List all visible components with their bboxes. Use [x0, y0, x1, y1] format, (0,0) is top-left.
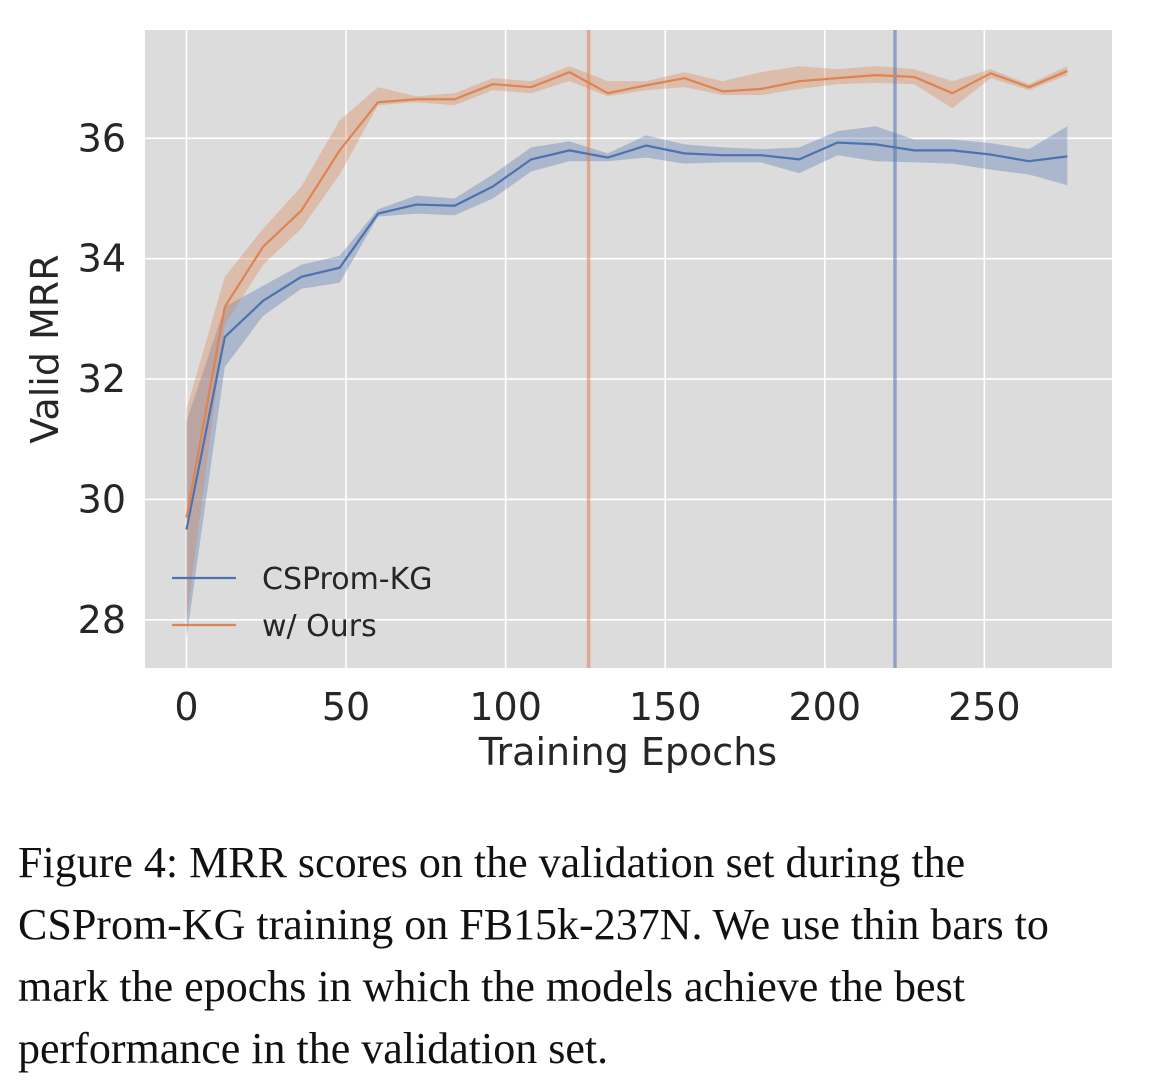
y-axis-label: Valid MRR — [23, 254, 67, 443]
y-tick-label: 32 — [78, 357, 126, 401]
grid-lines — [145, 30, 1112, 668]
x-tick-labels: 0 50 100 150 200 250 — [174, 685, 1020, 729]
y-tick-label: 28 — [78, 598, 126, 642]
y-tick-labels: 28 30 32 34 36 — [78, 116, 126, 642]
best-epoch-bars — [586, 30, 897, 668]
x-tick-label: 150 — [629, 685, 702, 729]
x-tick-label: 50 — [322, 685, 370, 729]
legend-label-0: CSProm-KG — [262, 562, 433, 597]
legend: CSProm-KG w/ Ours — [172, 562, 433, 644]
series-line-0 — [185, 141, 1068, 530]
y-tick-label: 30 — [78, 477, 126, 521]
x-tick-label: 0 — [174, 685, 198, 729]
chart-figure: 0 50 100 150 200 250 28 30 32 34 36 Training Epoc… — [23, 30, 1112, 774]
series-line-1 — [185, 69, 1068, 518]
y-tick-label: 34 — [78, 237, 126, 281]
x-tick-label: 100 — [469, 685, 542, 729]
plot-area — [145, 30, 1112, 668]
x-tick-label: 250 — [948, 685, 1021, 729]
legend-label-1: w/ Ours — [262, 609, 377, 644]
chart-svg: 0 50 100 150 200 250 28 30 32 34 36 Training Epoc… — [23, 30, 1112, 774]
series-lines — [185, 69, 1068, 530]
x-axis-label: Training Epochs — [478, 730, 777, 774]
x-tick-label: 200 — [789, 685, 862, 729]
figure-caption: Figure 4: MRR scores on the validation s… — [18, 838, 1049, 1073]
y-tick-label: 36 — [78, 116, 126, 160]
